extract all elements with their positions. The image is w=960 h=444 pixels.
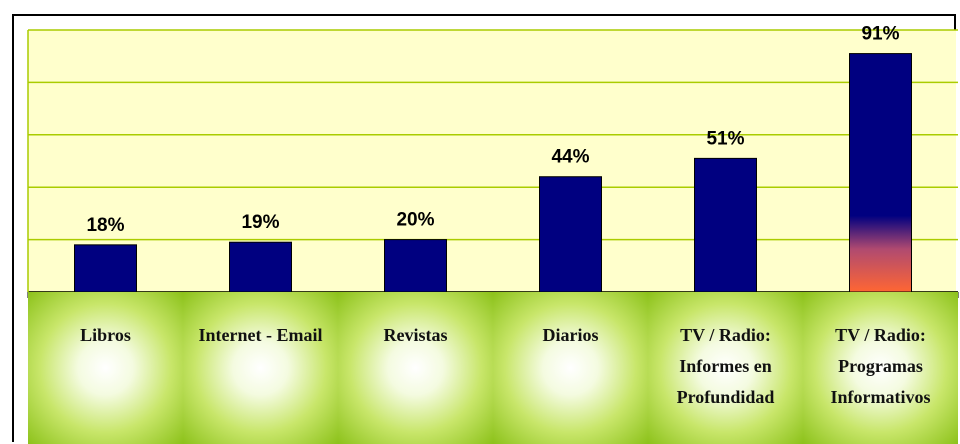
bar — [694, 157, 757, 293]
x-tick-label: Libros — [28, 292, 183, 444]
bar — [74, 244, 137, 293]
bar — [384, 239, 447, 293]
bar — [229, 241, 292, 293]
data-label: 51% — [706, 128, 744, 149]
plot-area — [28, 30, 956, 292]
bar — [539, 176, 602, 293]
data-label: 18% — [86, 215, 124, 236]
x-tick-label: Internet - Email — [183, 292, 338, 444]
data-label: 20% — [396, 210, 434, 231]
data-label: 44% — [551, 147, 589, 168]
data-label: 19% — [241, 212, 279, 233]
x-tick-label: TV / Radio: Informes en Profundidad — [648, 292, 803, 444]
bar — [849, 53, 912, 293]
x-tick-label: TV / Radio: Programas Informativos — [803, 292, 958, 444]
x-tick-label: Diarios — [493, 292, 648, 444]
data-label: 91% — [861, 24, 899, 45]
x-tick-label: Revistas — [338, 292, 493, 444]
